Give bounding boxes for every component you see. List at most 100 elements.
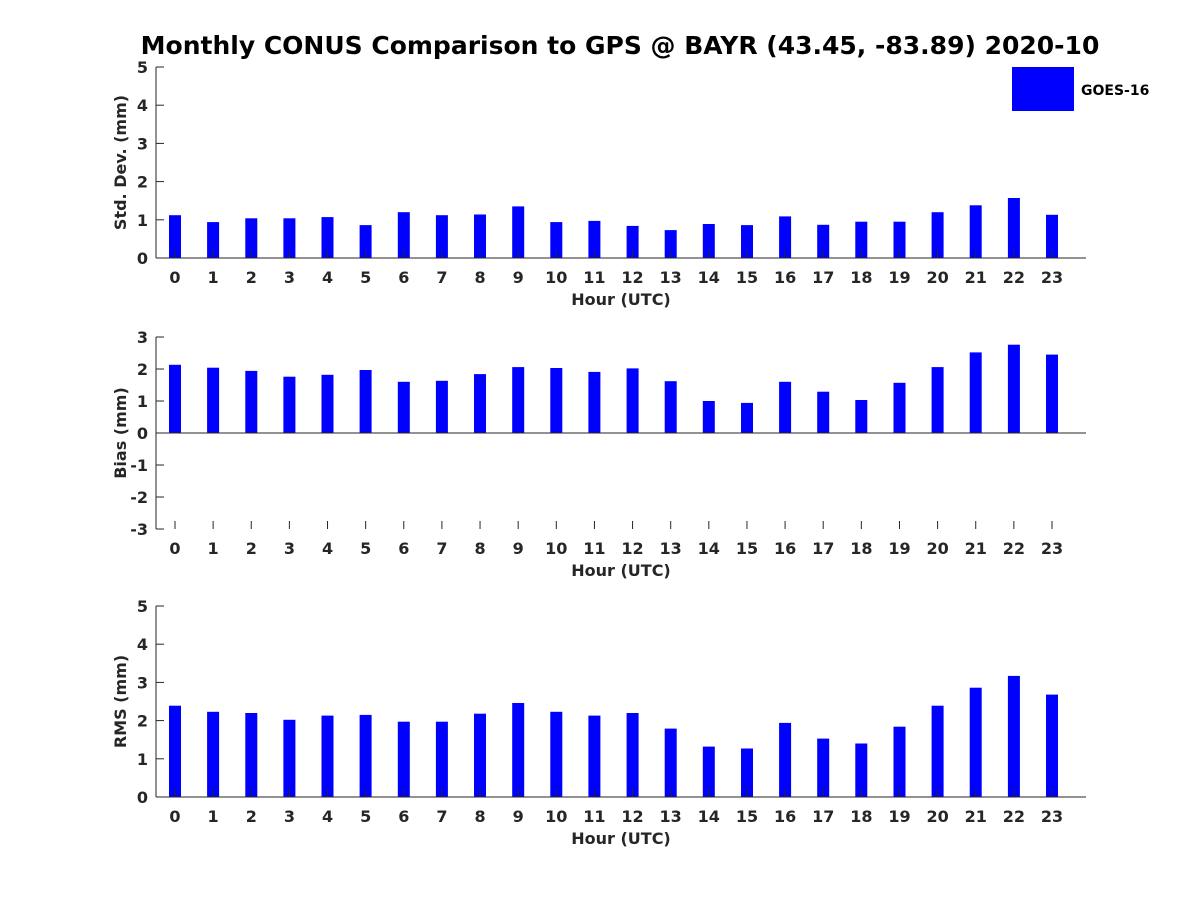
bar-hour-9 (512, 367, 525, 433)
x-tick-label: 15 (736, 539, 758, 558)
x-axis-label: Hour (UTC) (571, 829, 671, 848)
x-tick-label: 12 (621, 268, 643, 287)
x-tick-label: 14 (698, 539, 720, 558)
y-axis-label: RMS (mm) (111, 655, 130, 748)
bar-hour-0 (169, 215, 181, 258)
x-tick-label: 10 (545, 268, 567, 287)
x-tick-label: 23 (1041, 268, 1063, 287)
x-tick-label: 19 (888, 807, 910, 826)
bar-hour-1 (207, 222, 220, 258)
legend: GOES-16 (1012, 67, 1149, 111)
x-tick-label: 5 (360, 268, 371, 287)
x-tick-label: 20 (926, 807, 948, 826)
x-tick-label: 1 (208, 268, 219, 287)
x-tick-label: 2 (246, 268, 257, 287)
y-tick-label: 4 (137, 96, 148, 115)
bar-hour-15 (741, 225, 753, 258)
x-axis-label: Hour (UTC) (571, 561, 671, 580)
bar-hour-4 (321, 217, 334, 258)
x-tick-label: 14 (698, 807, 720, 826)
bar-hour-16 (779, 722, 792, 797)
y-tick-label: 1 (137, 750, 148, 769)
x-tick-label: 9 (513, 807, 524, 826)
bar-hour-21 (969, 687, 982, 797)
x-tick-label: 13 (660, 807, 682, 826)
bar-hour-19 (893, 726, 906, 797)
y-tick-label: 4 (137, 635, 148, 654)
x-tick-label: 22 (1003, 268, 1025, 287)
bar-hour-13 (664, 230, 677, 258)
x-tick-label: 22 (1003, 807, 1025, 826)
bar-hour-8 (474, 374, 486, 433)
bar-hour-6 (397, 212, 410, 258)
bar-hour-5 (359, 370, 372, 433)
y-tick-label: 3 (137, 328, 148, 347)
chart-title: Monthly CONUS Comparison to GPS @ BAYR (… (141, 31, 1100, 60)
bar-hour-10 (550, 711, 563, 797)
x-tick-label: 16 (774, 539, 796, 558)
x-tick-label: 7 (436, 268, 447, 287)
x-tick-label: 17 (812, 807, 834, 826)
x-tick-label: 0 (169, 268, 180, 287)
bar-hour-7 (435, 721, 448, 797)
bar-hour-13 (664, 381, 677, 433)
x-tick-label: 4 (322, 807, 333, 826)
x-tick-label: 17 (812, 539, 834, 558)
legend-swatch (1012, 67, 1074, 111)
x-tick-label: 6 (398, 807, 409, 826)
x-tick-label: 20 (926, 268, 948, 287)
bar-hour-19 (893, 221, 906, 258)
bar-hour-4 (321, 374, 334, 433)
bar-hour-18 (855, 400, 868, 433)
y-tick-label: 0 (137, 249, 148, 268)
x-tick-label: 6 (398, 268, 409, 287)
bar-hour-12 (626, 368, 639, 433)
y-tick-label: -1 (130, 456, 148, 475)
bar-hour-3 (283, 719, 296, 797)
x-tick-label: 1 (208, 807, 219, 826)
y-tick-label: 2 (137, 712, 148, 731)
bar-hour-13 (664, 728, 677, 797)
bar-hour-7 (435, 380, 448, 433)
bar-hour-10 (550, 368, 563, 433)
x-tick-label: 15 (736, 807, 758, 826)
x-tick-label: 8 (474, 807, 485, 826)
bar-hour-2 (245, 218, 258, 258)
bar-hour-5 (359, 714, 372, 797)
x-tick-label: 7 (436, 539, 447, 558)
x-tick-label: 5 (360, 807, 371, 826)
y-tick-label: 1 (137, 211, 148, 230)
bar-hour-8 (474, 713, 486, 797)
x-tick-label: 3 (284, 539, 295, 558)
bar-hour-14 (702, 224, 715, 258)
x-tick-label: 22 (1003, 539, 1025, 558)
bar-hour-23 (1046, 694, 1058, 797)
x-tick-label: 21 (965, 268, 987, 287)
x-tick-label: 23 (1041, 807, 1063, 826)
x-tick-label: 0 (169, 539, 180, 558)
bar-hour-11 (588, 371, 601, 433)
x-tick-label: 21 (965, 539, 987, 558)
bar-hour-0 (169, 364, 181, 433)
bar-hour-17 (817, 224, 830, 258)
x-tick-label: 11 (583, 268, 605, 287)
x-tick-label: 2 (246, 807, 257, 826)
bar-hour-17 (817, 391, 830, 433)
x-tick-label: 19 (888, 268, 910, 287)
x-tick-label: 11 (583, 807, 605, 826)
bar-hour-22 (1007, 344, 1020, 433)
y-axis-label: Std. Dev. (mm) (111, 95, 130, 230)
x-tick-label: 12 (621, 807, 643, 826)
y-tick-label: 5 (137, 58, 148, 77)
y-tick-label: 3 (137, 134, 148, 153)
x-tick-label: 13 (660, 539, 682, 558)
x-tick-label: 10 (545, 539, 567, 558)
y-tick-label: 2 (137, 360, 148, 379)
x-tick-label: 6 (398, 539, 409, 558)
x-tick-label: 3 (284, 807, 295, 826)
bar-hour-23 (1046, 214, 1058, 258)
bar-hour-6 (397, 721, 410, 797)
bar-hour-4 (321, 715, 334, 797)
x-tick-label: 23 (1041, 539, 1063, 558)
